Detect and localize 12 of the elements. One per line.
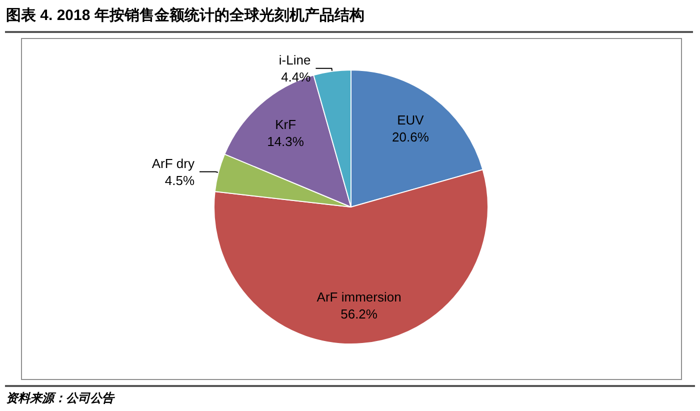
slice-label: KrF xyxy=(275,117,296,132)
data-label: 56.2% xyxy=(340,306,378,322)
data-label: 4.5% xyxy=(164,172,195,188)
slice-label: EUV xyxy=(397,112,424,128)
data-label: 20.6% xyxy=(392,129,430,144)
data-label: 14.3% xyxy=(267,134,304,150)
data-label: 4.4% xyxy=(281,69,312,84)
slice-label: ArF dry xyxy=(152,156,195,171)
slice-label: ArF immersion xyxy=(316,289,402,304)
chart-title: 图表 4. 2018 年按销售金额统计的全球光刻机产品结构 xyxy=(6,6,364,25)
slice-label: i-Line xyxy=(278,52,311,68)
text: 资料来源：公司公告 xyxy=(6,390,114,407)
